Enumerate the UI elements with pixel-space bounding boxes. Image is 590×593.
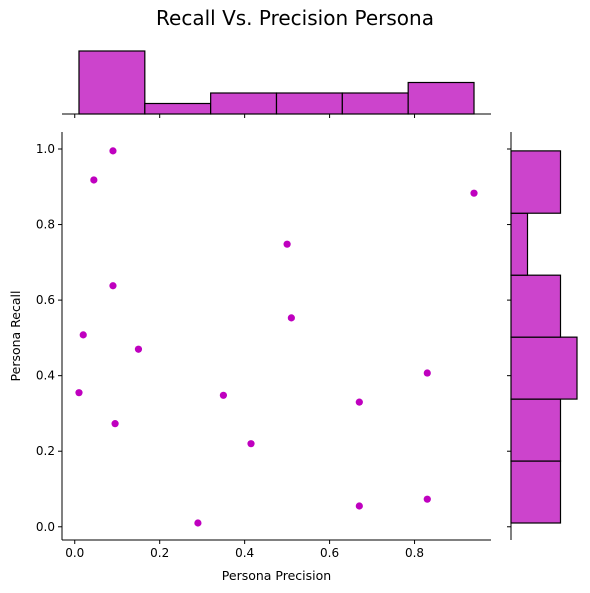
scatter-point (283, 240, 291, 248)
right-hist-bar (510, 150, 562, 214)
y-tick-label: 0.0 (36, 520, 55, 534)
scatter-point (111, 420, 119, 428)
top-hist-bar (341, 92, 409, 115)
y-tick-label: 0.4 (36, 369, 55, 383)
right-hist-bar (510, 460, 562, 524)
scatter-point (134, 345, 143, 353)
right-hist-bar (510, 398, 562, 462)
right-hist-bar (510, 274, 562, 338)
right-hist-bar (510, 336, 578, 400)
right-hist-bar (510, 212, 529, 276)
x-tick-label: 0.2 (150, 546, 169, 560)
main-scatter-axes: 0.0 0.2 0.4 0.6 0.8 0.0 0.2 0.4 0.6 0.8 1.0 Persona… (8, 132, 491, 583)
x-axis-label: Persona Precision (222, 568, 331, 583)
scatter-point (355, 398, 363, 406)
scatter-point (470, 189, 478, 197)
scatter-point (247, 440, 255, 448)
scatter-point (287, 314, 295, 322)
x-tick-label: 0.0 (65, 546, 84, 560)
scatter-point (423, 495, 431, 503)
top-hist-bar (407, 81, 475, 115)
top-marginal-histogram (62, 50, 491, 118)
y-tick-label: 0.6 (36, 293, 55, 307)
scatter-point (194, 519, 202, 527)
top-hist-bar (210, 92, 278, 115)
x-tick-label: 0.4 (235, 546, 254, 560)
scatter-point (79, 331, 87, 339)
right-marginal-histogram (507, 132, 578, 540)
top-hist-bar (144, 102, 212, 115)
scatter-point (219, 391, 228, 399)
chart-title: Recall Vs. Precision Persona (156, 6, 434, 30)
y-axis-label: Persona Recall (8, 291, 23, 382)
scatter-point (109, 147, 117, 155)
scatter-point (423, 369, 431, 377)
scatter-point (109, 282, 117, 290)
y-tick-label: 0.2 (36, 444, 55, 458)
y-tick-label: 0.8 (36, 218, 55, 232)
scatter-point (90, 176, 98, 184)
top-hist-bar (78, 50, 146, 115)
x-tick-label: 0.6 (320, 546, 339, 560)
scatter-point (355, 502, 363, 510)
top-hist-bar (275, 92, 343, 115)
x-tick-label: 0.8 (405, 546, 424, 560)
scatter-point (75, 389, 83, 397)
y-tick-label: 1.0 (36, 142, 55, 156)
